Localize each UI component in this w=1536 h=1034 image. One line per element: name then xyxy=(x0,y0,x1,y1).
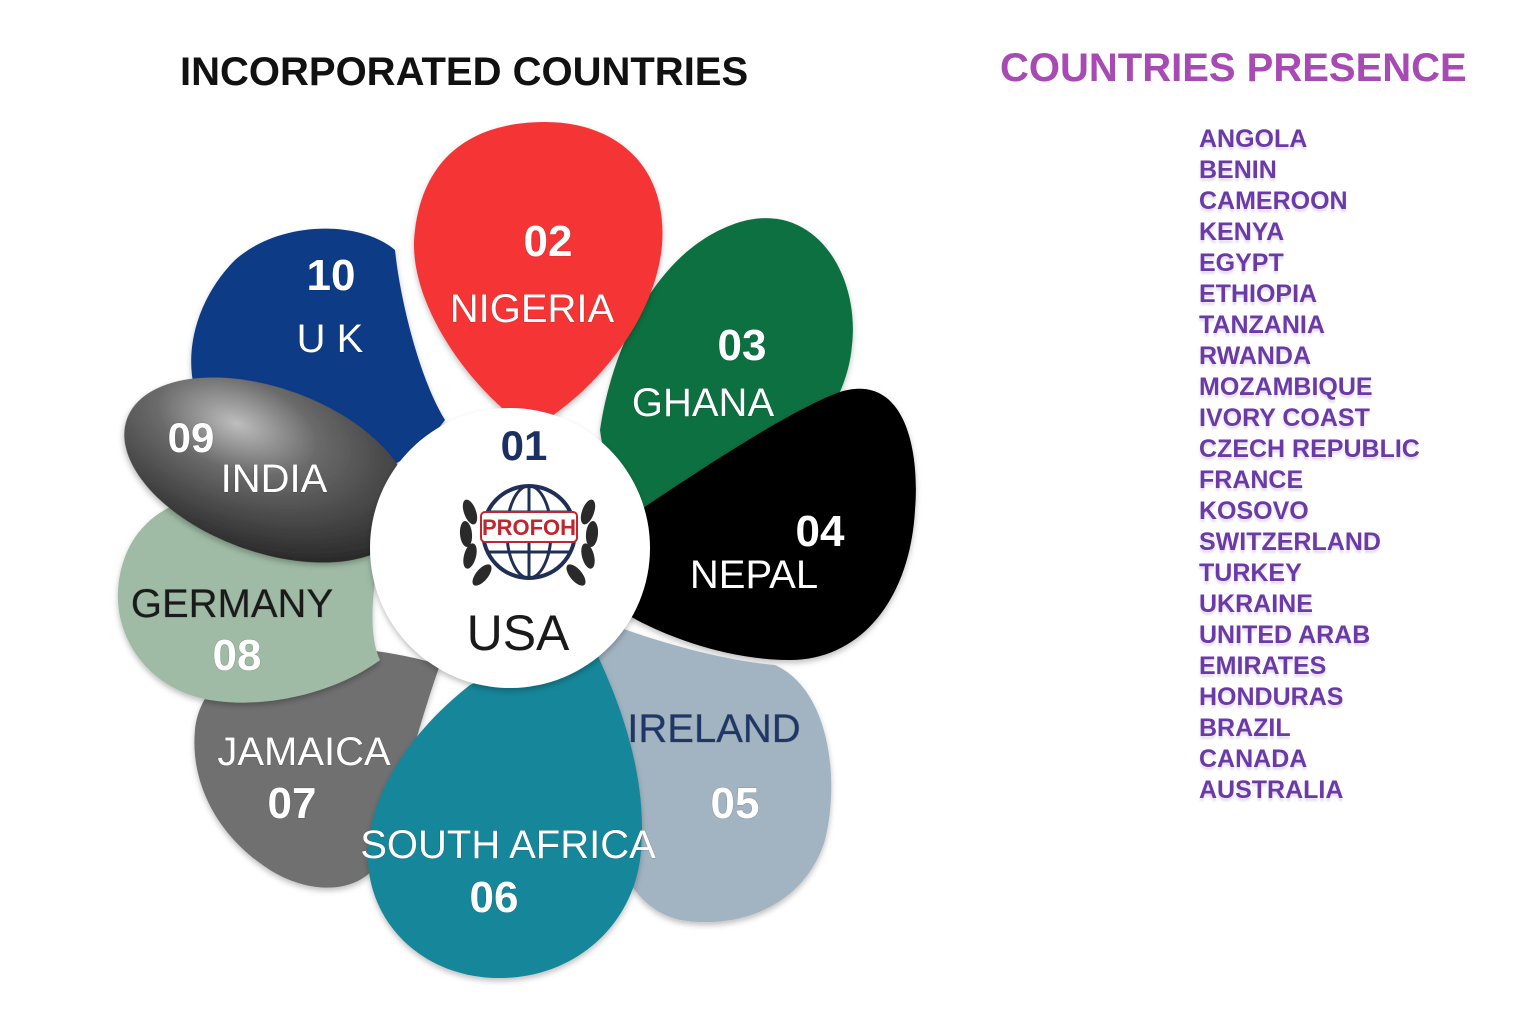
presence-list: ANGOLA BENIN CAMEROON KENYA EGYPT ETHIOPIA TAN… xyxy=(1199,124,1420,806)
petal-country: GERMANY xyxy=(131,582,333,626)
presence-country: EMIRATES xyxy=(1199,652,1327,680)
presence-country: ANGOLA xyxy=(1199,125,1308,153)
petal-country: U K xyxy=(297,317,364,361)
presence-country: KENYA xyxy=(1199,218,1285,246)
petal-number: 10 xyxy=(307,251,356,300)
petal-country: SOUTH AFRICA xyxy=(360,823,656,867)
petal-country: NEPAL xyxy=(690,553,818,597)
presence-country: RWANDA xyxy=(1199,342,1312,370)
presence-country: TURKEY xyxy=(1199,559,1302,587)
presence-country: MOZAMBIQUE xyxy=(1199,373,1373,401)
center-country: USA xyxy=(467,605,570,661)
petal-number: 09 xyxy=(168,414,215,461)
petal-country: GHANA xyxy=(632,381,775,425)
petal-number: 06 xyxy=(470,873,519,922)
logo-text: PROFOH xyxy=(482,515,576,540)
profoh-logo: PROFOH xyxy=(459,484,599,586)
right-title: COUNTRIES PRESENCE xyxy=(1000,46,1467,90)
presence-country: ETHIOPIA xyxy=(1199,280,1318,308)
presence-country: AUSTRALIA xyxy=(1199,776,1344,804)
laurel-left-icon xyxy=(459,499,492,586)
petal-country: JAMAICA xyxy=(217,730,391,774)
presence-country: TANZANIA xyxy=(1199,311,1325,339)
petal-ireland xyxy=(590,620,832,923)
petal-number: 04 xyxy=(796,507,845,556)
presence-country: UNITED ARAB xyxy=(1199,621,1371,649)
presence-country: UKRAINE xyxy=(1199,590,1313,618)
petal-number: 02 xyxy=(524,217,573,266)
presence-country: CANADA xyxy=(1199,745,1308,773)
presence-country: BRAZIL xyxy=(1199,714,1291,742)
petal-nigeria xyxy=(413,122,663,430)
globe-icon xyxy=(480,484,578,580)
petal-country: INDIA xyxy=(221,457,328,501)
petal-south-africa xyxy=(367,640,642,979)
presence-country: FRANCE xyxy=(1199,466,1304,494)
center-number: 01 xyxy=(501,422,548,469)
presence-country: EGYPT xyxy=(1199,249,1284,277)
left-title: INCORPORATED COUNTRIES xyxy=(180,50,749,94)
presence-country: IVORY COAST xyxy=(1199,404,1370,432)
presence-country: KOSOVO xyxy=(1199,497,1309,525)
petal-number: 05 xyxy=(711,779,760,828)
center-hub: 01 PROFOH xyxy=(370,408,650,688)
petal-country: NIGERIA xyxy=(450,287,615,331)
presence-country: SWITZERLAND xyxy=(1199,528,1381,556)
presence-country: HONDURAS xyxy=(1199,683,1344,711)
petal-number: 03 xyxy=(718,321,767,370)
presence-country: BENIN xyxy=(1199,156,1277,184)
presence-country: CAMEROON xyxy=(1199,187,1348,215)
laurel-right-icon xyxy=(566,499,599,586)
petal-number: 08 xyxy=(213,631,262,680)
petal-country: IRELAND xyxy=(627,707,800,751)
presence-country: CZECH REPUBLIC xyxy=(1199,435,1420,463)
petal-nepal xyxy=(620,388,916,660)
petal-number: 07 xyxy=(268,779,317,828)
